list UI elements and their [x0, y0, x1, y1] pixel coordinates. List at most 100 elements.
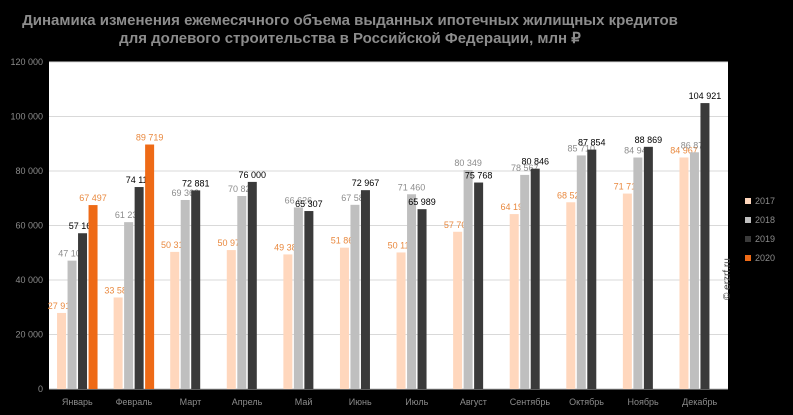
bar-2017: [57, 312, 67, 389]
bar-2019: [417, 209, 427, 389]
data-label-2018: 86 870: [681, 140, 709, 150]
data-label-2017: 64 190: [500, 202, 528, 212]
bar-2019: [530, 168, 540, 389]
bar-2019: [304, 211, 314, 389]
data-label-2017: 68 527: [557, 190, 585, 200]
bar-2018: [350, 204, 360, 389]
bar-2020: [145, 144, 155, 389]
x-tick-label: Июль: [405, 397, 428, 407]
legend-swatch-2020: [745, 255, 751, 261]
data-label-2019: 65 989: [408, 197, 436, 207]
data-label-2018: 69 362: [171, 188, 199, 198]
bar-2018: [67, 260, 77, 389]
data-label-2019: 87 854: [578, 138, 606, 148]
data-label-2017: 84 967: [670, 145, 698, 155]
legend-swatch-2018: [745, 217, 751, 223]
chart-title-line2: для долевого строительства в Российской …: [119, 30, 581, 47]
bar-2019: [700, 103, 710, 390]
bar-2018: [124, 222, 134, 389]
data-label-2018: 66 626: [285, 195, 313, 205]
data-label-2018: 47 107: [58, 249, 86, 259]
data-label-2020: 67 497: [79, 193, 107, 203]
bar-2017: [283, 254, 293, 389]
bar-2017: [509, 214, 519, 389]
bar-2020: [88, 205, 98, 389]
data-label-2020: 89 719: [136, 133, 164, 143]
y-tick-label: 100 000: [10, 112, 43, 122]
data-label-2018: 80 349: [454, 158, 482, 168]
chart-title-line1: Динамика изменения ежемесячного объема в…: [22, 12, 678, 29]
x-tick-label: Октябрь: [569, 397, 604, 407]
legend-label-2017: 2017: [755, 196, 775, 206]
data-label-2019: 75 768: [465, 171, 493, 181]
bar-2017: [622, 193, 632, 389]
bar-2019: [247, 181, 257, 389]
y-tick-label: 80 000: [15, 166, 43, 176]
data-label-2019: 76 000: [239, 170, 267, 180]
bar-2018: [689, 152, 699, 389]
data-label-2017: 27 910: [48, 301, 76, 311]
bar-2017: [226, 250, 236, 389]
data-label-2018: 78 567: [511, 163, 539, 173]
x-tick-label: Август: [460, 397, 487, 407]
x-tick-label: Февраль: [116, 397, 153, 407]
bar-2019: [360, 190, 370, 389]
data-label-2017: 49 389: [274, 242, 302, 252]
x-tick-label: Март: [180, 397, 202, 407]
bar-2018: [237, 195, 247, 389]
data-label-2017: 50 310: [161, 240, 189, 250]
data-label-2019: 74 112: [126, 175, 153, 185]
data-label-2018: 84 949: [624, 146, 652, 156]
data-label-2018: 85 710: [568, 143, 596, 153]
bar-2019: [474, 182, 484, 389]
data-label-2018: 71 460: [398, 182, 426, 192]
data-label-2018: 70 827: [228, 184, 256, 194]
data-label-2017: 71 714: [614, 182, 642, 192]
data-label-2018: 61 232: [115, 210, 143, 220]
legend-swatch-2017: [745, 198, 751, 204]
bar-2017: [339, 247, 349, 389]
x-tick-label: Сентябрь: [510, 397, 551, 407]
bar-2017: [679, 157, 689, 389]
data-label-2019: 88 869: [635, 135, 663, 145]
data-label-2019: 104 921: [689, 91, 722, 101]
x-tick-label: Июнь: [349, 397, 372, 407]
watermark: © erzrf.ru: [722, 258, 733, 300]
data-label-2019: 57 160: [69, 221, 97, 231]
legend-label-2018: 2018: [755, 215, 775, 225]
bar-2017: [113, 297, 123, 389]
bar-2017: [566, 202, 576, 389]
data-label-2017: 51 864: [331, 236, 359, 246]
bar-2018: [633, 157, 643, 389]
y-tick-label: 40 000: [15, 275, 43, 285]
data-label-2019: 72 881: [182, 178, 210, 188]
x-tick-label: Апрель: [232, 397, 263, 407]
bar-2018: [293, 207, 303, 389]
bar-2017: [396, 252, 406, 389]
data-label-2019: 80 846: [521, 157, 549, 167]
legend-label-2019: 2019: [755, 234, 775, 244]
legend-swatch-2019: [745, 236, 751, 242]
chart-title: Динамика изменения ежемесячного объема в…: [0, 12, 700, 48]
x-tick-label: Ноябрь: [628, 397, 660, 407]
legend-label-2020: 2020: [755, 253, 775, 263]
y-tick-label: 120 000: [10, 57, 43, 67]
bar-2017: [453, 231, 463, 389]
y-tick-label: 0: [38, 384, 43, 394]
bar-2018: [407, 194, 417, 389]
bar-2019: [78, 233, 88, 389]
data-label-2017: 50 110: [388, 240, 415, 250]
y-tick-label: 20 000: [15, 330, 43, 340]
data-label-2019: 72 967: [352, 178, 380, 188]
data-label-2017: 50 976: [218, 238, 246, 248]
bar-2019: [191, 190, 201, 389]
bar-2019: [134, 187, 144, 389]
bar-2017: [170, 251, 180, 389]
bar-2018: [520, 174, 530, 389]
x-tick-label: Январь: [62, 397, 93, 407]
bar-2018: [463, 170, 473, 389]
bar-2019: [587, 149, 597, 389]
data-label-2018: 67 585: [341, 193, 369, 203]
